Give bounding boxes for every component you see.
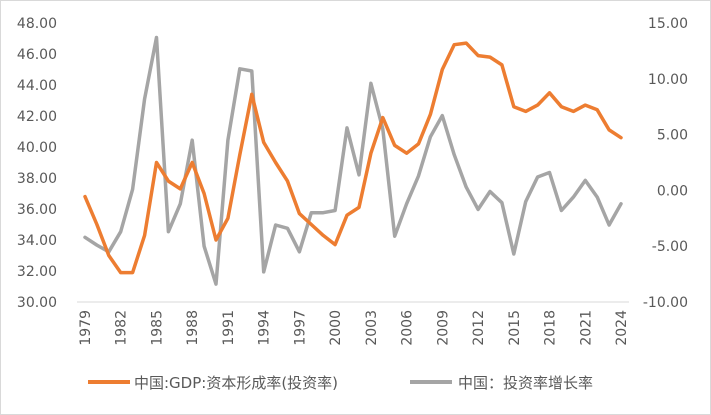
series-lines: [83, 35, 623, 286]
x-tick-label: 2021: [578, 310, 594, 346]
left-tick-label: 30.00: [17, 295, 57, 311]
x-tick-label: 1991: [221, 310, 237, 346]
x-tick-label: 2015: [507, 310, 523, 346]
left-tick-label: 46.00: [17, 47, 57, 63]
x-tick-label: 1985: [149, 310, 165, 346]
x-tick-label: 1979: [78, 310, 94, 346]
left-tick-label: 42.00: [17, 109, 57, 125]
left-tick-label: 34.00: [17, 233, 57, 249]
left-tick-label: 36.00: [17, 202, 57, 218]
x-tick-label: 2012: [471, 310, 487, 346]
left-tick-label: 32.00: [17, 264, 57, 280]
right-axis-ticks: -10.00 -5.00 0.00 5.00 10.00 15.00: [643, 16, 688, 311]
right-tick-label: 5.00: [657, 128, 688, 144]
right-tick-label: 10.00: [648, 72, 688, 88]
left-axis-ticks: 30.00 32.00 34.00 36.00 38.00 40.00 42.00 44.00…: [17, 16, 57, 311]
x-tick-label: 2009: [435, 310, 451, 346]
x-tick-label: 2024: [614, 310, 630, 346]
left-tick-label: 48.00: [17, 16, 57, 32]
left-tick-label: 38.00: [17, 171, 57, 187]
series-line-investment-rate: [83, 41, 623, 275]
right-tick-label: -10.00: [643, 295, 688, 311]
x-tick-label: 1994: [257, 310, 273, 346]
left-tick-label: 44.00: [17, 78, 57, 94]
series-line-growth-rate: [83, 35, 623, 286]
right-tick-label: -5.00: [652, 239, 688, 255]
legend: 中国:GDP:资本形成率(投资率) 中国：投资率增长率: [88, 374, 593, 392]
x-tick-label: 1982: [114, 310, 130, 346]
right-tick-label: 0.00: [657, 183, 688, 199]
x-tick-label: 1997: [292, 310, 308, 346]
right-tick-label: 15.00: [648, 16, 688, 32]
x-tick-label: 2018: [543, 310, 559, 346]
x-tick-label: 2006: [400, 310, 416, 346]
x-tick-label: 2000: [328, 310, 344, 346]
x-tick-label: 2003: [364, 310, 380, 346]
legend-label-investment-rate: 中国:GDP:资本形成率(投资率): [134, 374, 338, 392]
left-tick-label: 40.00: [17, 140, 57, 156]
legend-label-growth-rate: 中国：投资率增长率: [458, 374, 593, 392]
x-tick-label: 1988: [185, 310, 201, 346]
x-axis-ticks: 1979 1982 1985 1988 1991 1994 1997 2000 2003 2006…: [78, 310, 630, 346]
